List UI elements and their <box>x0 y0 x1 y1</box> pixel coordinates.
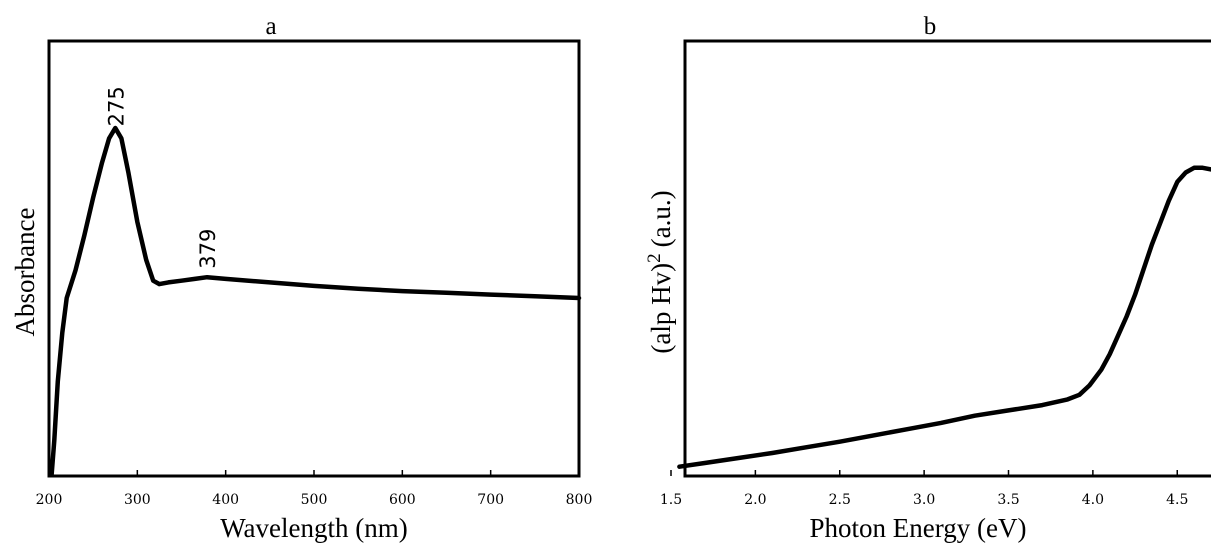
panel-b-frame <box>683 39 1211 478</box>
panel-b-ylabel: (alp Hv)2 (a.u.) <box>644 190 676 353</box>
panel-b-x-tick-label: 3.5 <box>997 492 1019 508</box>
panel-b: b 1.5 2.0 2.5 3.0 3.5 4.0 4.5 Photon Energy (e… <box>644 13 1211 543</box>
peak-label-275: 275 <box>104 86 128 126</box>
panel-b-title: b <box>924 13 937 40</box>
panel-a-x-tick-label: 300 <box>124 492 151 508</box>
panel-b-ylabel-main: (alp Hv) <box>646 263 676 354</box>
panel-b-ylabel-sup: 2 <box>644 253 665 263</box>
panel-a-frame <box>47 39 581 478</box>
panel-a-x-tick-label: 200 <box>36 492 63 508</box>
peak-label-379: 379 <box>196 229 220 269</box>
panel-a-xlabel: Wavelength (nm) <box>220 513 408 543</box>
panel-b-x-tick-label: 2.5 <box>829 492 851 508</box>
panel-a-series-line <box>49 125 582 478</box>
panel-b-x-tick-label: 1.5 <box>660 492 682 508</box>
panel-b-x-tick-label: 3.0 <box>913 492 935 508</box>
panel-a-x-tick-label: 400 <box>212 492 239 508</box>
panel-a-x-tick-label: 600 <box>389 492 416 508</box>
panel-b-ylabel-units: (a.u.) <box>646 190 676 247</box>
panel-a-x-tick-label: 800 <box>566 492 593 508</box>
panel-b-xlabel: Photon Energy (eV) <box>810 513 1027 543</box>
panel-a-ylabel: Absorbance <box>10 208 40 337</box>
panel-a-x-ticks: 200 300 400 500 600 700 800 <box>36 470 593 508</box>
panel-b-series-line <box>677 165 1211 469</box>
panel-a-title: a <box>265 13 276 40</box>
panel-b-x-tick-label: 4.0 <box>1082 492 1104 508</box>
panel-a: a 200 300 400 500 600 700 800 275 379 Waveleng… <box>10 13 592 543</box>
panel-b-x-ticks: 1.5 2.0 2.5 3.0 3.5 4.0 4.5 <box>660 470 1188 508</box>
panel-b-x-tick-label: 2.0 <box>744 492 766 508</box>
panel-b-x-tick-label: 4.5 <box>1166 492 1188 508</box>
panel-a-x-tick-label: 700 <box>477 492 504 508</box>
panel-a-x-tick-label: 500 <box>301 492 328 508</box>
